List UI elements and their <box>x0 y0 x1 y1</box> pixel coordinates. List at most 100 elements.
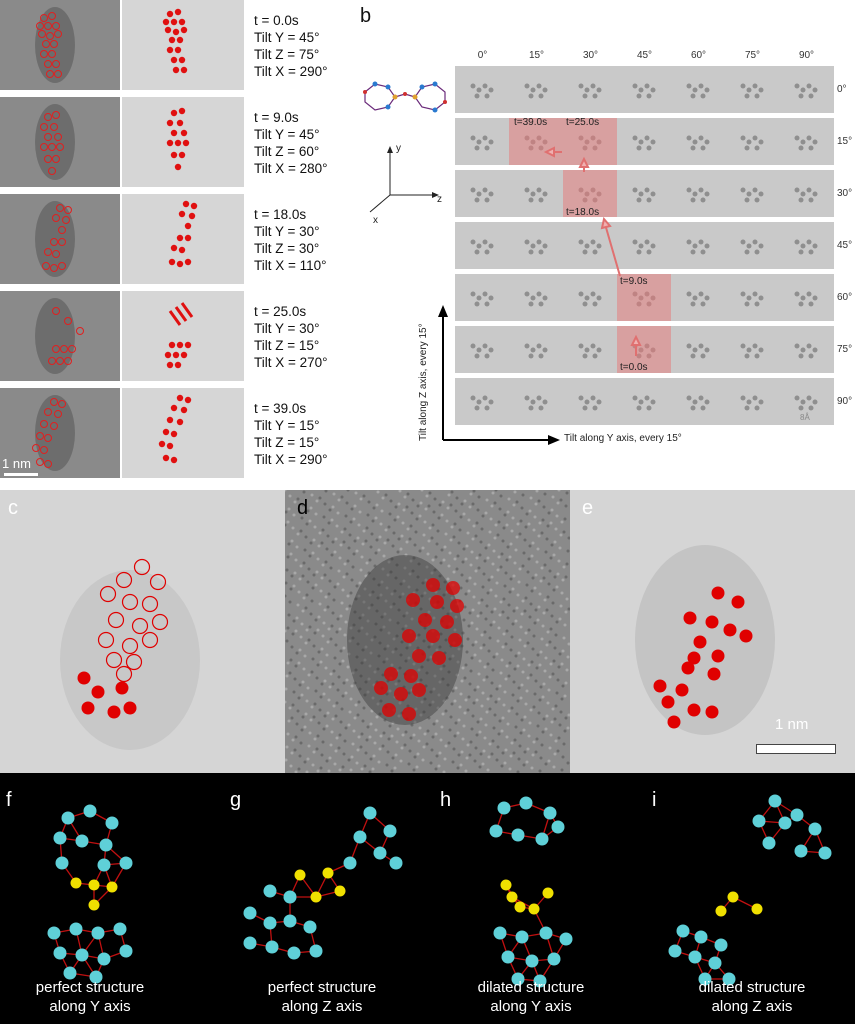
atom-marker <box>731 595 745 609</box>
frame-t: t = 0.0s <box>254 13 299 28</box>
grid-cell <box>509 378 564 425</box>
grid-col-label-0: 0° <box>477 50 488 61</box>
atom-marker <box>105 651 123 669</box>
axis-z-label: z <box>437 194 442 205</box>
grid-col-label-3: 45° <box>636 50 653 61</box>
atom-marker <box>705 705 719 719</box>
grid-cell <box>617 170 672 217</box>
atom-marker <box>107 611 125 629</box>
gold-atom <box>551 820 565 834</box>
structures-panel <box>0 773 855 1024</box>
sulfur-atom <box>106 881 118 893</box>
scalebar-e <box>756 744 836 754</box>
scalebar-a-label: 1 nm <box>2 456 31 471</box>
caption-h-line2: along Y axis <box>490 998 572 1015</box>
frame-tilt-y: Tilt Y = 30° <box>254 321 320 336</box>
gold-atom <box>75 834 89 848</box>
grid-cell <box>725 118 780 165</box>
frame-caption-4: t = 39.0s Tilt Y = 15° Tilt Z = 15° Tilt X … <box>254 400 374 468</box>
atom-marker <box>151 613 169 631</box>
grid-cell <box>455 118 510 165</box>
atom-marker <box>440 615 454 629</box>
panel-e-simulation <box>635 545 775 735</box>
caption-h: dilated structure along Y axis <box>441 978 621 1016</box>
panel-d-background <box>285 490 570 773</box>
grid-cell <box>563 222 618 269</box>
grid-cell <box>563 170 618 217</box>
gold-atom <box>243 936 257 950</box>
frame-tilt-x: Tilt X = 110° <box>254 258 327 273</box>
gold-atom <box>47 926 61 940</box>
caption-g-line2: along Z axis <box>281 998 363 1015</box>
grid-row-label-3: 45° <box>837 240 853 251</box>
gold-atom <box>389 856 403 870</box>
grid-cell <box>617 66 672 113</box>
grid-cell <box>779 222 834 269</box>
grid-cell <box>671 118 726 165</box>
gold-atom <box>668 944 682 958</box>
gold-atom <box>89 970 103 984</box>
panel-label-f: f <box>6 789 12 811</box>
em-frame-1 <box>0 97 120 187</box>
gold-atom <box>363 806 377 820</box>
grid-cell <box>563 326 618 373</box>
frame-tilt-y: Tilt Y = 45° <box>254 127 320 142</box>
gold-atom <box>263 916 277 930</box>
grid-row-label-0: 0° <box>837 84 847 95</box>
atom-marker <box>141 595 159 613</box>
grid-cell <box>455 66 510 113</box>
gold-atom <box>53 946 67 960</box>
time-label-9s: t=9.0s <box>620 276 648 287</box>
atom-marker <box>707 667 721 681</box>
frame-t: t = 39.0s <box>254 401 307 416</box>
frame-tilt-x: Tilt X = 290° <box>254 452 328 467</box>
gold-atom <box>535 832 549 846</box>
gold-atom <box>303 920 317 934</box>
gold-atom <box>119 944 133 958</box>
x-axis-title: Tilt along Y axis, every 15° <box>564 433 682 444</box>
sim-frame-0 <box>122 0 244 90</box>
sulfur-atom <box>514 901 526 913</box>
gold-atom <box>99 838 113 852</box>
grid-row-label-6: 90° <box>837 396 853 407</box>
grid-col-label-1: 15° <box>528 50 545 61</box>
gold-atom <box>818 846 832 860</box>
grid-cell <box>455 274 510 321</box>
gold-atom <box>547 952 561 966</box>
atom-marker <box>739 629 753 643</box>
grid-cell <box>509 326 564 373</box>
panel-d-em-image <box>285 490 570 773</box>
sim-frame-4 <box>122 388 244 478</box>
atom-marker <box>149 573 167 591</box>
atom-marker <box>705 615 719 629</box>
gold-atom <box>493 926 507 940</box>
gold-atom <box>698 972 712 986</box>
panel-label-g: g <box>230 789 242 811</box>
frame-caption-3: t = 25.0s Tilt Y = 30° Tilt Z = 15° Tilt X … <box>254 303 374 371</box>
gold-atom <box>525 954 539 968</box>
gold-atom <box>283 914 297 928</box>
sulfur-atom <box>88 899 100 911</box>
atom-marker <box>107 705 121 719</box>
grid-cell <box>509 66 564 113</box>
em-frame-2 <box>0 194 120 284</box>
gold-atom <box>708 956 722 970</box>
grid-row-label-2: 30° <box>837 188 853 199</box>
grid-col-label-2: 30° <box>582 50 599 61</box>
frame-t: t = 18.0s <box>254 207 307 222</box>
atom-marker <box>723 623 737 637</box>
atom-marker <box>133 558 151 576</box>
grid-cell <box>617 378 672 425</box>
atom-marker <box>661 695 675 709</box>
grid-cell <box>725 66 780 113</box>
atom-marker <box>97 631 115 649</box>
panel-label-b: b <box>360 5 372 27</box>
atom-marker <box>131 617 149 635</box>
atom-marker <box>141 631 159 649</box>
grid-col-label-5: 75° <box>744 50 761 61</box>
gold-atom <box>113 922 127 936</box>
time-label-39s: t=39.0s <box>514 117 548 128</box>
panel-label-h: h <box>440 789 452 811</box>
gold-atom <box>676 924 690 938</box>
scalebar-a <box>4 473 38 476</box>
